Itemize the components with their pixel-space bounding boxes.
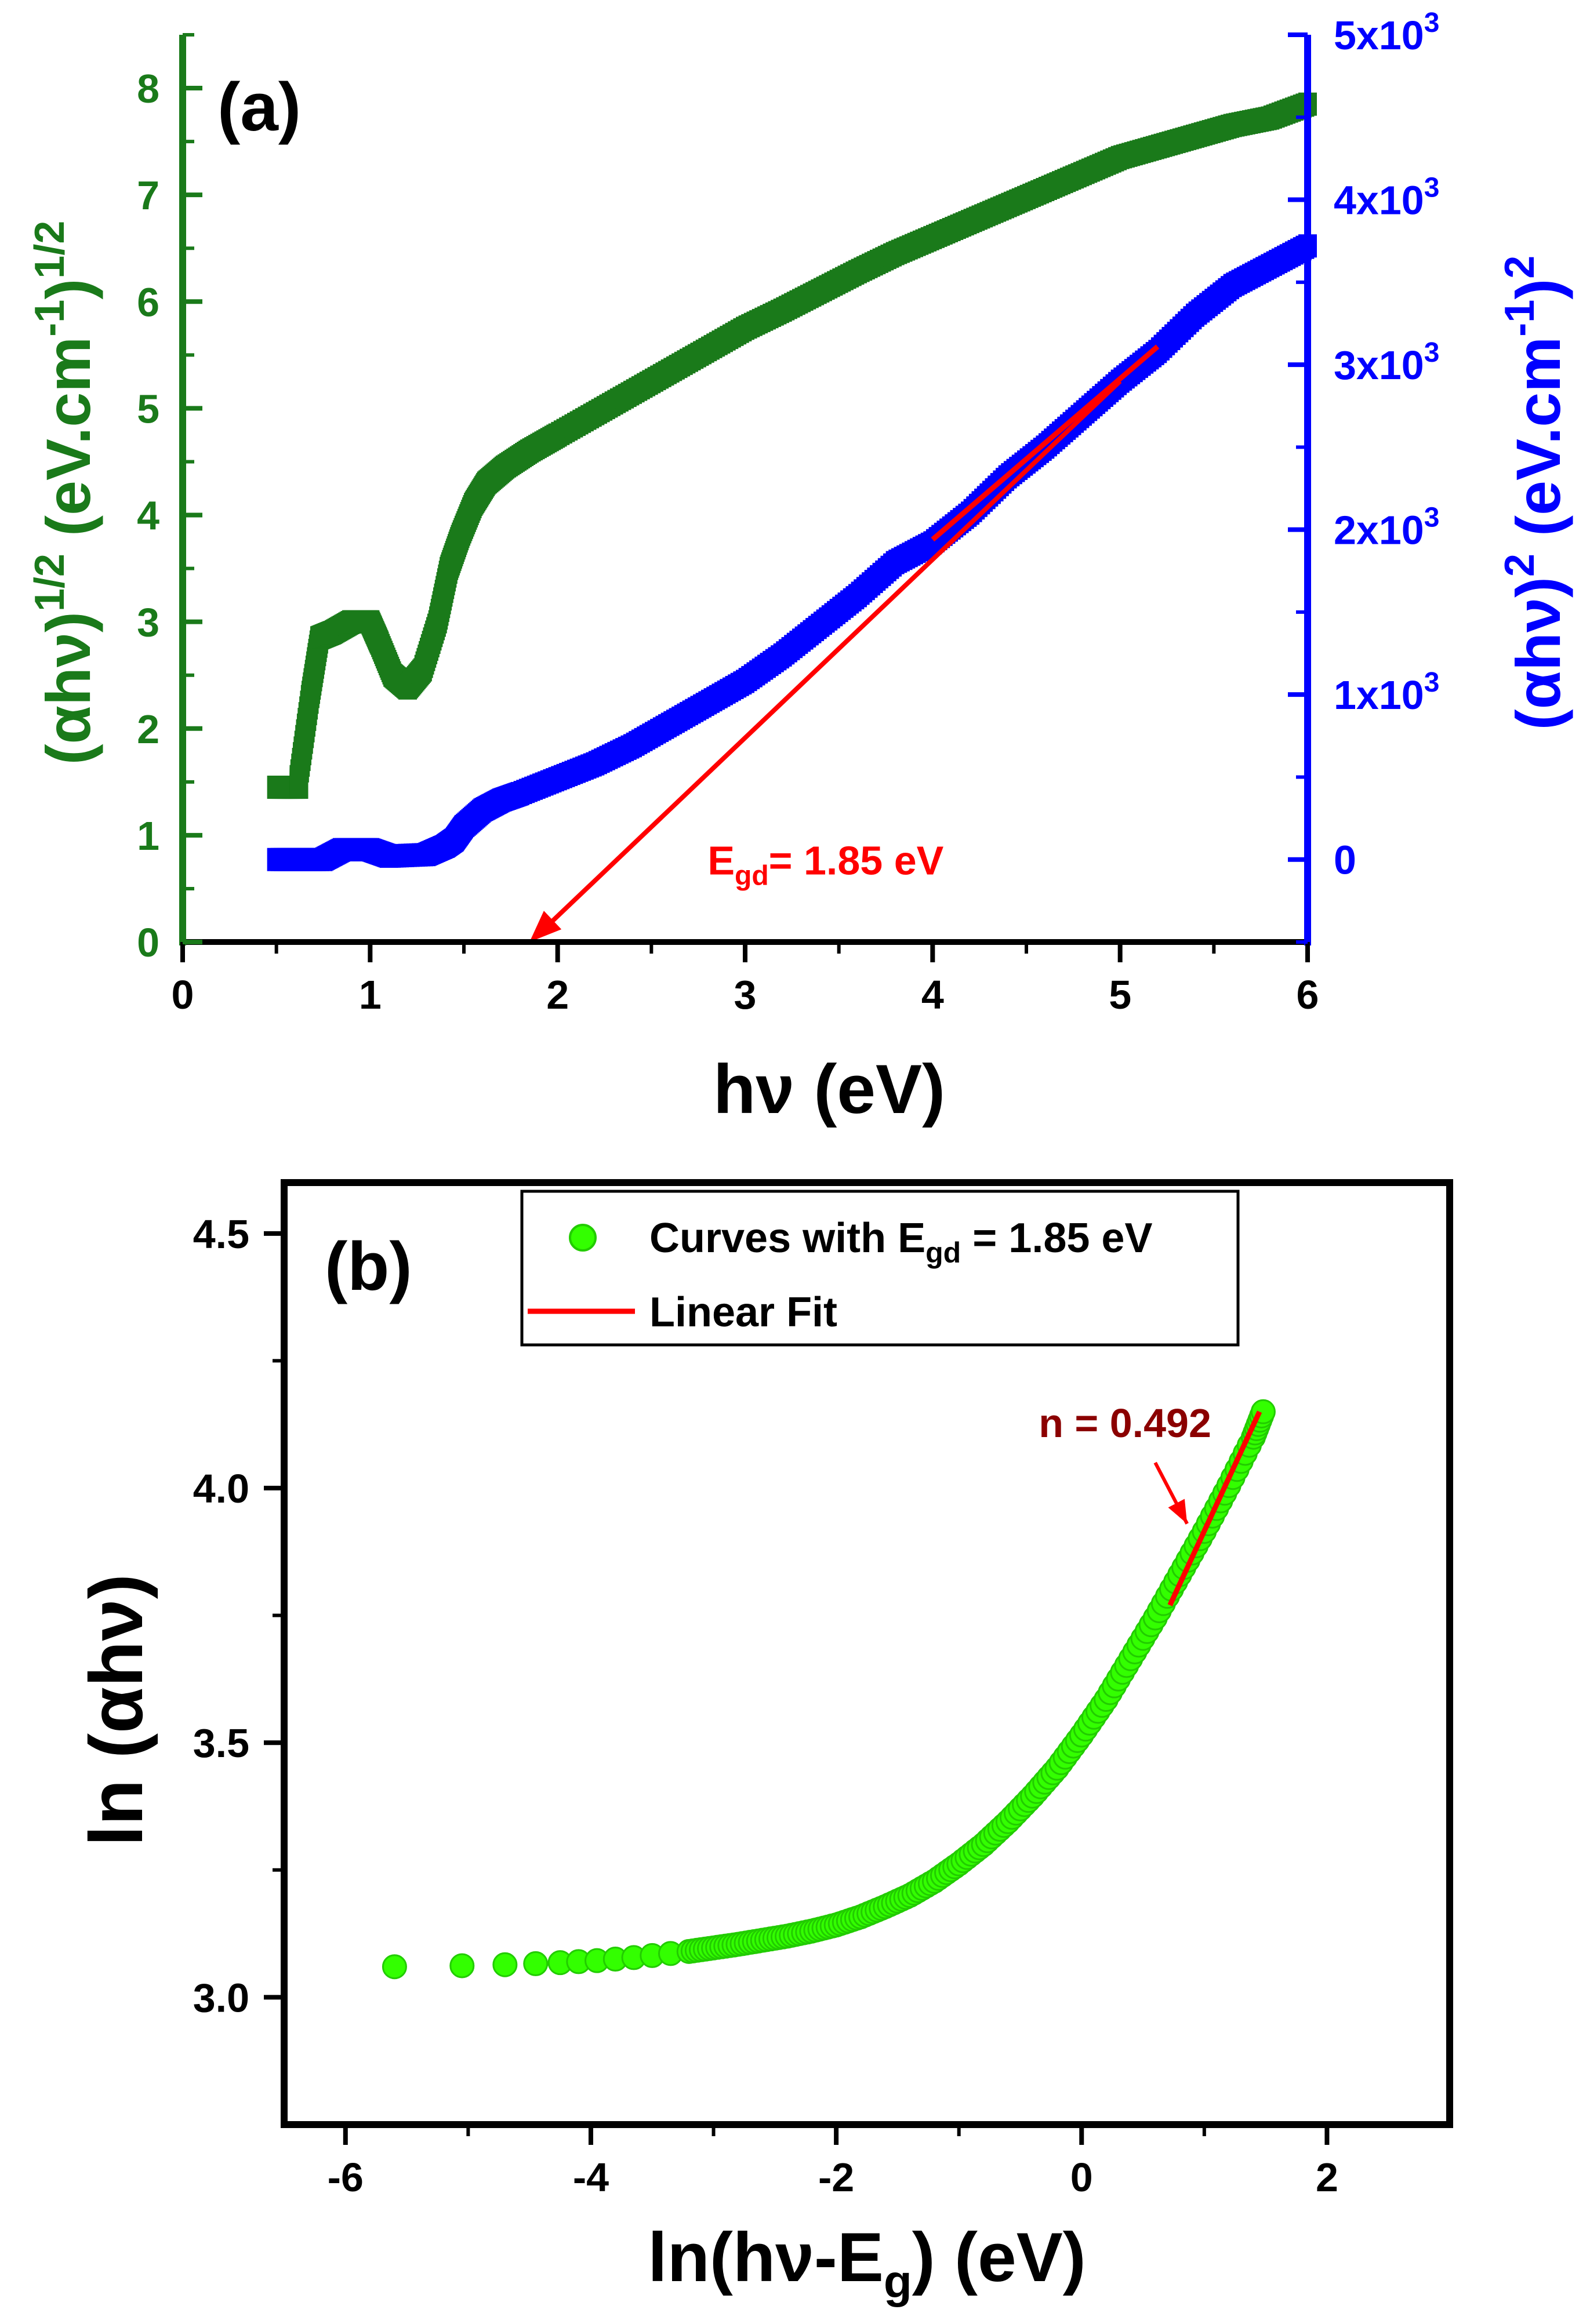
panel-a-fit-line — [931, 344, 1160, 542]
panel-b-y-axis-title: ln (αhν) — [74, 1574, 158, 1846]
panel-b-x-tick-label-1: -4 — [573, 2155, 609, 2200]
annotation-sub: gd — [735, 860, 769, 891]
panel-b-y-ticks: 3.0 3.5 4.0 4.5 — [193, 1212, 284, 2020]
panel-a-arrow-head — [529, 911, 562, 942]
panel-b-legend: Curves with Egd = 1.85 eV Linear Fit — [520, 1190, 1240, 1347]
panel-b-slope-annotation: n = 0.492 — [1039, 1401, 1211, 1446]
panel-a-x-axis-title: hν (eV) — [713, 1050, 945, 1128]
legend-label-curves: Curves with Egd = 1.85 eV — [649, 1215, 1152, 1269]
panel-a-left-y-tick-label-5: 5 — [137, 386, 159, 431]
panel-a-left-y-tick-label-7: 7 — [137, 173, 159, 218]
panel-a-x-tick-label-4: 4 — [921, 972, 944, 1017]
panel-a-x-tick-label-1: 1 — [359, 972, 382, 1017]
left-y-title-mid: (eV.cm — [33, 337, 103, 554]
legend-label-linear-fit: Linear Fit — [649, 1289, 837, 1336]
right-y-title-exp1: 2 — [1497, 554, 1543, 577]
panel-a-left-y-tick-label-3: 3 — [137, 600, 159, 645]
panel-a-left-y-tick-label-6: 6 — [137, 279, 159, 325]
legend-curves-sub: gd — [925, 1236, 961, 1269]
panel-a-left-y-tick-label-4: 4 — [137, 493, 159, 539]
right-y-title-mid: (eV.cm — [1503, 337, 1573, 554]
legend-marker-green — [569, 1224, 597, 1252]
panel-b-point-3 — [523, 1951, 549, 1976]
panel-a-right-y-tick-label-0: 0 — [1334, 838, 1356, 883]
panel-b-plot-area — [382, 1399, 1276, 1980]
panel-a: 0 1 2 3 4 5 6 0 1 2 3 4 5 6 7 8 0 1x103 2x103 3x103 4x103 5… — [27, 8, 1573, 1128]
right-y-title-close: ) — [1503, 279, 1573, 300]
legend-curves-base: Curves with E — [649, 1215, 925, 1261]
x-title-rest: ) (eV) — [912, 2218, 1086, 2296]
right-y-title-base: (αhν) — [1503, 577, 1573, 730]
panel-a-right-y-axis-title: (αhν)2 (eV.cm-1)2 — [1497, 256, 1573, 730]
panel-a-x-tick-label-2: 2 — [546, 972, 569, 1017]
panel-b-x-axis-title: ln(hν-Eg) (eV) — [648, 2218, 1086, 2307]
left-y-title-close: ) — [33, 279, 103, 300]
panel-a-right-y-tick-label-4: 4x103 — [1334, 173, 1439, 223]
panel-b-arrow-head — [1168, 1499, 1188, 1524]
panel-a-x-tick-label-3: 3 — [734, 972, 757, 1017]
panel-b: -6 -4 -2 0 2 3.0 3.5 4.0 4.5 (b) ln(hν-Eg) (eV)… — [74, 1179, 1453, 2307]
panel-b-frame — [281, 1179, 1453, 2128]
panel-a-left-y-tick-label-1: 1 — [137, 813, 159, 859]
panel-a-left-y-tick-label-0: 0 — [137, 920, 159, 965]
legend-box — [520, 1190, 1240, 1347]
right-y-title-exp2: -1 — [1497, 300, 1543, 337]
panel-b-point-0 — [382, 1954, 407, 1980]
panel-a-left-y-axis-title: (αhν)1/2 (eV.cm-1)1/2 — [27, 221, 103, 765]
left-y-title-exp3: 1/2 — [27, 221, 73, 279]
panel-b-x-ticks: -6 -4 -2 0 2 — [328, 2125, 1338, 2200]
panel-a-right-y-tick-label-1: 1x103 — [1334, 667, 1439, 718]
panel-b-y-tick-label-2: 4.0 — [193, 1466, 249, 1511]
panel-b-fit-line — [1167, 1410, 1262, 1606]
left-y-title-exp2: -1 — [27, 300, 73, 337]
panel-a-right-y-tick-label-2: 2x103 — [1334, 503, 1439, 553]
panel-a-band-gap-annotation: Egd= 1.85 eV — [707, 838, 943, 891]
panel-b-x-tick-label-0: -6 — [328, 2155, 364, 2200]
annotation-rest: = 1.85 eV — [769, 838, 944, 883]
panel-a-x-tick-label-6: 6 — [1297, 972, 1319, 1017]
x-title-base: ln(hν-E — [648, 2218, 884, 2296]
left-y-title-exp1: 1/2 — [27, 554, 73, 612]
panel-a-x-tick-label-5: 5 — [1109, 972, 1131, 1017]
panel-a-x-tick-label-0: 0 — [172, 972, 194, 1017]
panel-b-y-tick-label-1: 3.5 — [193, 1721, 249, 1766]
panel-a-left-y-ticks: 0 1 2 3 4 5 6 7 8 — [137, 33, 202, 965]
panel-b-x-tick-label-4: 2 — [1316, 2155, 1338, 2200]
panel-b-point-1 — [449, 1953, 475, 1979]
panel-b-y-tick-label-3: 4.5 — [193, 1212, 249, 1257]
panel-b-point-2 — [492, 1952, 518, 1977]
panel-a-right-y-tick-label-5: 5x103 — [1334, 8, 1439, 58]
left-y-title-base: (αhν) — [33, 612, 103, 765]
panel-a-right-y-tick-label-3: 3x103 — [1334, 337, 1439, 388]
panel-b-x-tick-label-3: 0 — [1070, 2155, 1093, 2200]
panel-b-y-tick-label-0: 3.0 — [193, 1975, 249, 2020]
legend-curves-rest: = 1.85 eV — [961, 1215, 1152, 1261]
panel-a-plot-area — [267, 92, 1317, 942]
panel-b-x-tick-label-2: -2 — [818, 2155, 854, 2200]
panel-a-left-y-tick-label-8: 8 — [137, 66, 159, 111]
panel-a-arrow-shaft — [535, 379, 1122, 938]
right-y-title-exp3: 2 — [1497, 256, 1543, 279]
x-title-sub: g — [884, 2256, 912, 2307]
annotation-base: E — [707, 838, 735, 883]
panel-a-x-ticks: 0 1 2 3 4 5 6 — [172, 942, 1319, 1017]
panel-a-label: (a) — [217, 69, 301, 146]
panel-b-label: (b) — [325, 1228, 412, 1305]
panel-a-right-y-ticks: 0 1x103 2x103 3x103 4x103 5x103 — [1288, 8, 1439, 944]
panel-a-left-y-tick-label-2: 2 — [137, 707, 159, 752]
